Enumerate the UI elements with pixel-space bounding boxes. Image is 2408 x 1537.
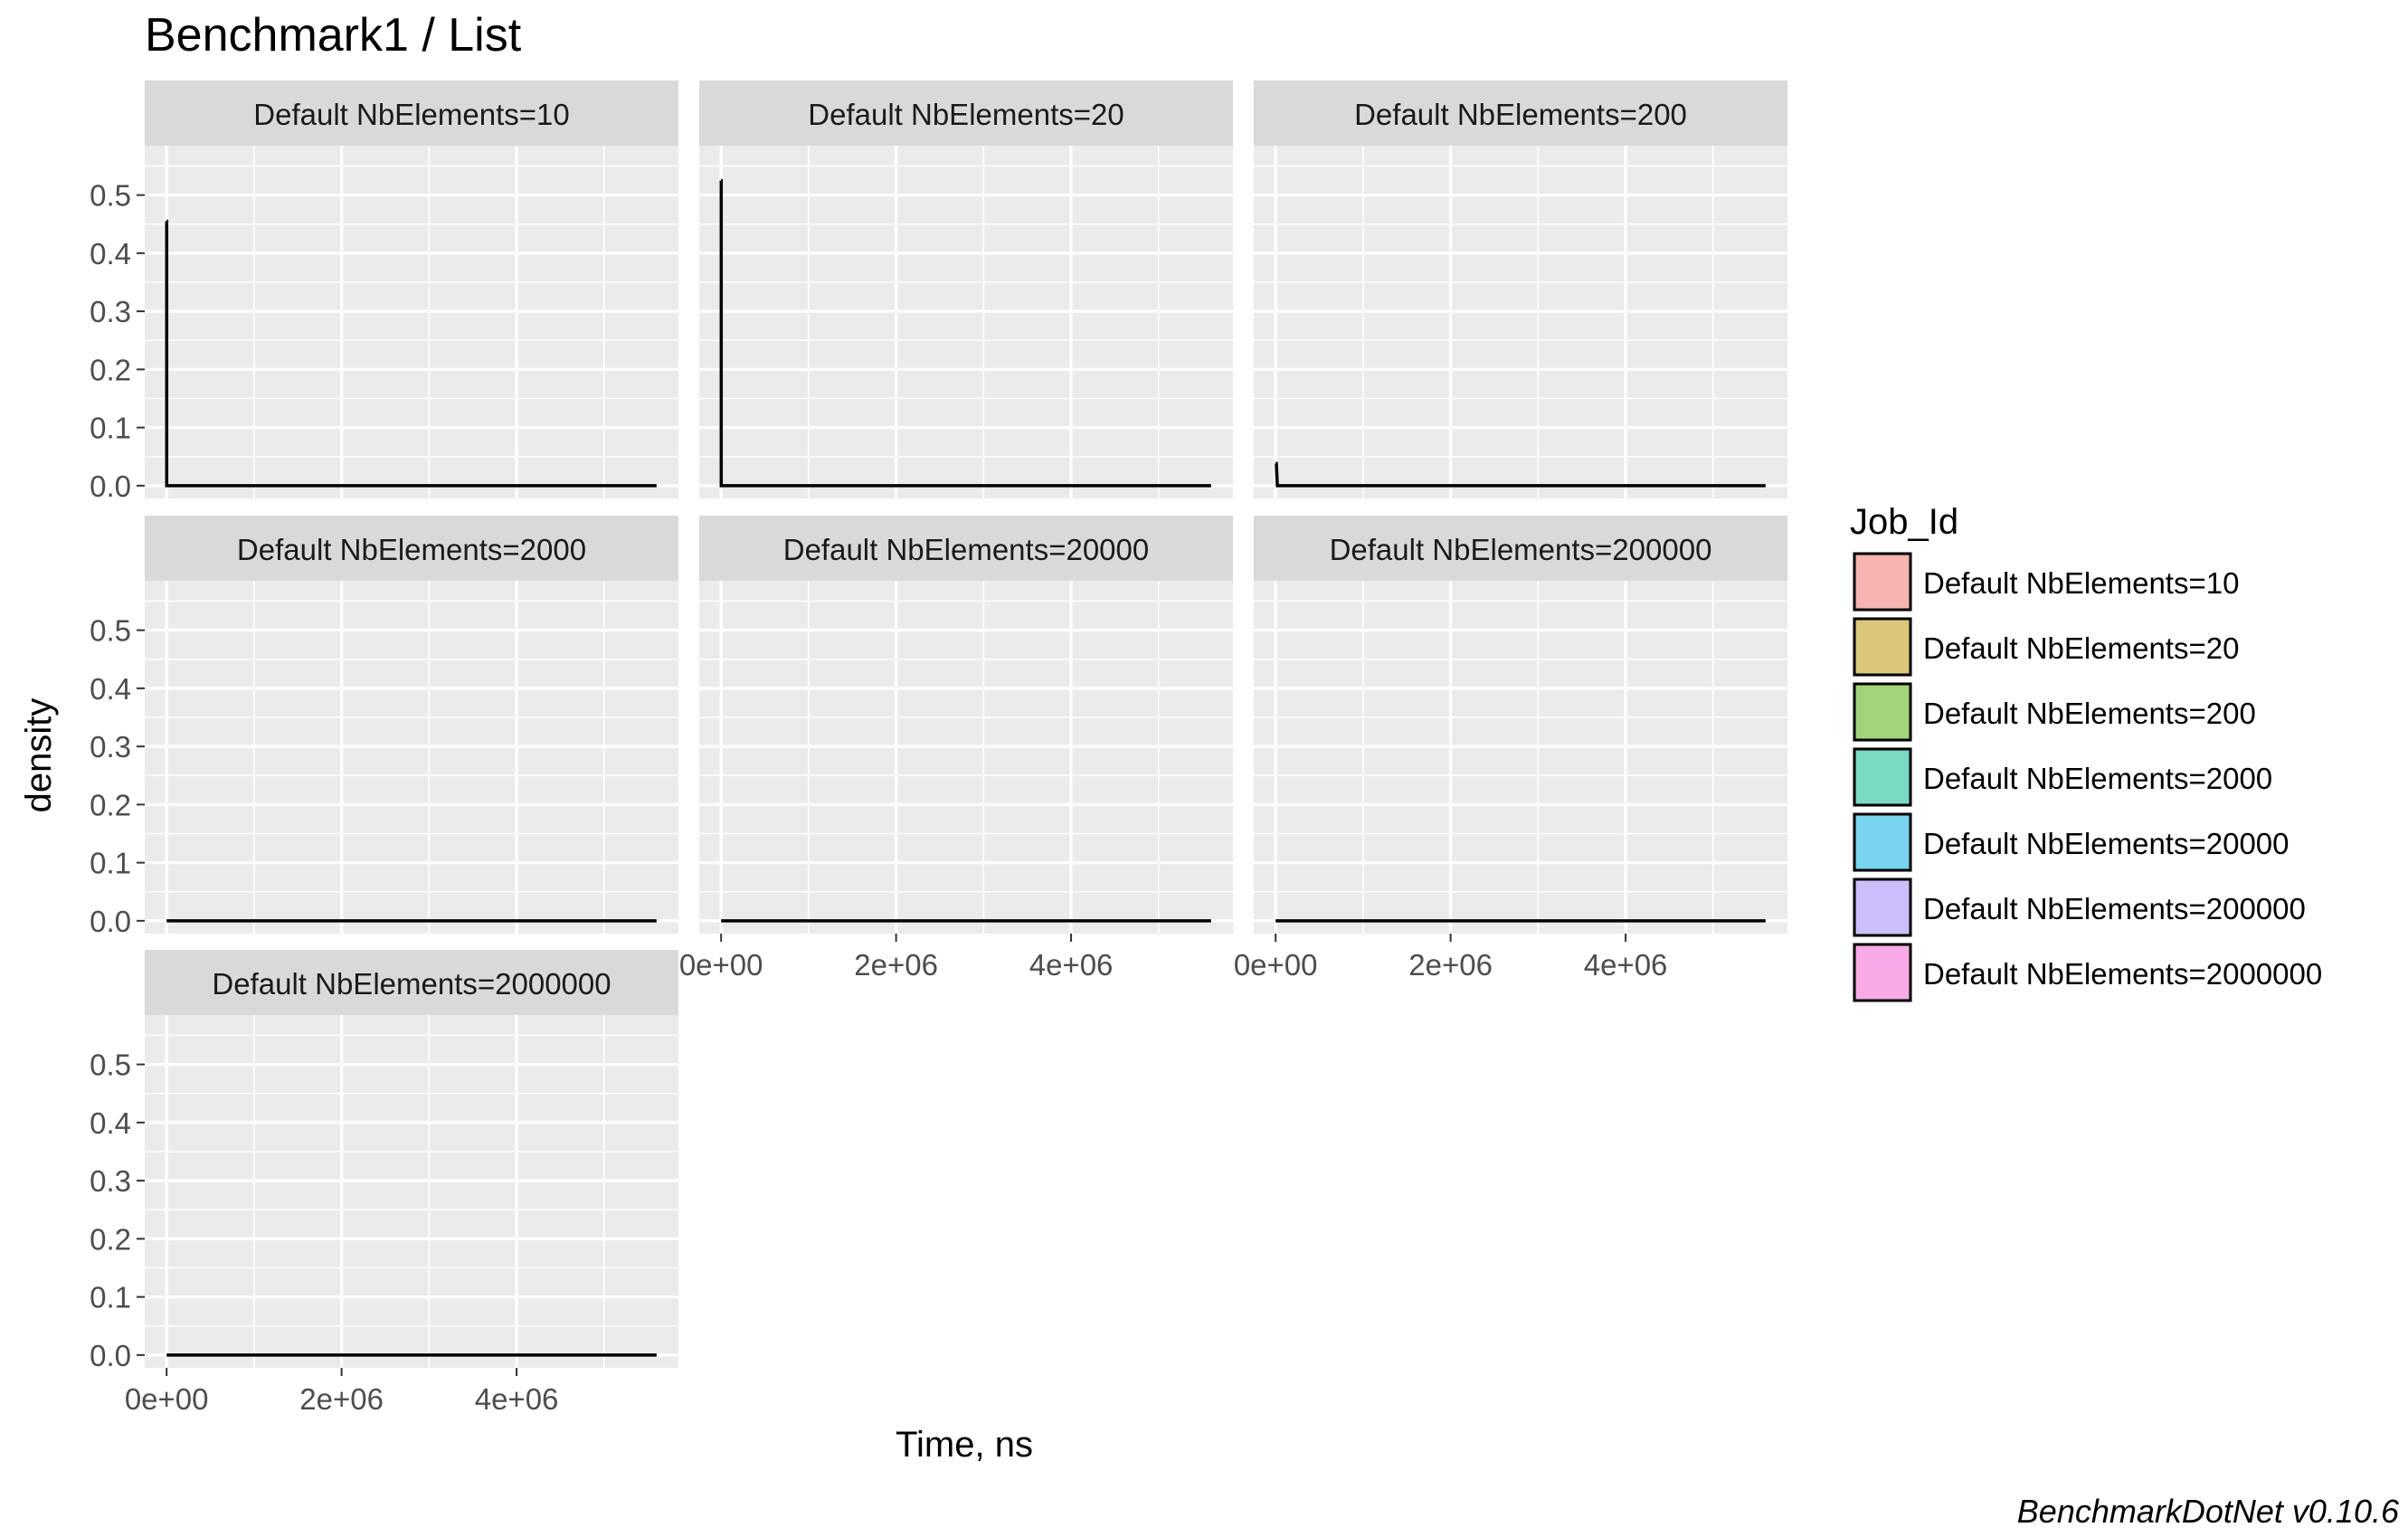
legend-swatch xyxy=(1853,617,1912,677)
facet-strip xyxy=(145,950,678,1015)
y-tick-label: 0.5 xyxy=(90,614,131,648)
facet-panel: Default NbElements=2000000 0.0 0.1 0.2 0.3 0.… xyxy=(90,950,678,1416)
y-tick-label: 0.2 xyxy=(90,788,131,821)
y-tick-label: 0.5 xyxy=(90,1048,131,1082)
x-tick-label: 4e+06 xyxy=(475,1382,559,1416)
legend-label: Default NbElements=2000000 xyxy=(1923,957,2322,991)
facet-strip xyxy=(1254,516,1787,581)
density-line xyxy=(165,219,657,488)
y-tick-label: 0.4 xyxy=(90,237,131,270)
x-tick-label: 0e+00 xyxy=(1234,948,1318,982)
facet-strip xyxy=(145,516,678,581)
facet-panel: Default NbElements=20 xyxy=(699,81,1233,498)
facet-panel: Default NbElements=20000 0e+00 2e+06 4e+06 xyxy=(679,516,1233,982)
legend-swatch xyxy=(1853,552,1912,612)
y-tick-label: 0.4 xyxy=(90,1106,131,1140)
legend-label: Default NbElements=20 xyxy=(1923,631,2239,665)
y-tick-label: 0.3 xyxy=(90,295,131,328)
facet-strip-label: Default NbElements=20000 xyxy=(783,533,1150,566)
facet-strip xyxy=(699,81,1233,146)
legend-label: Default NbElements=200 xyxy=(1923,697,2256,730)
facet-strip-label: Default NbElements=200 xyxy=(1354,98,1687,131)
facet-panel: Default NbElements=200 xyxy=(1254,81,1787,498)
x-tick-label: 2e+06 xyxy=(299,1382,384,1416)
legend-label: Default NbElements=200000 xyxy=(1923,892,2306,925)
facet-panel: Default NbElements=10 0.0 0.1 0.2 0.3 0.4 0.5 xyxy=(90,81,678,503)
y-tick-label: 0.3 xyxy=(90,1164,131,1198)
y-tick-label: 0.5 xyxy=(90,179,131,213)
facet-strip xyxy=(145,81,678,146)
x-tick-label: 0e+00 xyxy=(679,948,763,982)
facet-strip-label: Default NbElements=10 xyxy=(253,98,569,131)
y-tick-label: 0.4 xyxy=(90,672,131,706)
x-tick-label: 2e+06 xyxy=(854,948,938,982)
facet-strip-label: Default NbElements=2000 xyxy=(237,533,586,566)
legend-items: Default NbElements=10 Default NbElements=… xyxy=(1853,552,2322,1002)
density-line xyxy=(719,178,1211,488)
chart-title: Benchmark1 / List xyxy=(145,9,522,62)
panel-background xyxy=(145,581,678,934)
legend-swatch xyxy=(1853,812,1912,872)
y-tick-label: 0.0 xyxy=(90,470,131,503)
y-tick-label: 0.2 xyxy=(90,353,131,386)
x-tick-label: 0e+00 xyxy=(125,1382,209,1416)
facet-strip-label: Default NbElements=20 xyxy=(808,98,1123,131)
facet-panel: Default NbElements=2000 0.0 0.1 0.2 0.3 0.4 0.… xyxy=(90,516,678,938)
y-tick-label: 0.1 xyxy=(90,1281,131,1314)
facet-panels: Default NbElements=100.00.10.20.30.40.5D… xyxy=(90,81,1787,1416)
caption: BenchmarkDotNet v0.10.6 xyxy=(2017,1493,2400,1530)
panel-background xyxy=(1254,581,1787,934)
legend-swatch xyxy=(1853,943,1912,1002)
facet-strip xyxy=(699,516,1233,581)
y-tick-label: 0.1 xyxy=(90,412,131,445)
panel-background xyxy=(699,146,1233,498)
y-tick-label: 0.0 xyxy=(90,1339,131,1372)
facet-strip-label: Default NbElements=2000000 xyxy=(212,967,611,1001)
panel-background xyxy=(699,581,1233,934)
y-tick-label: 0.0 xyxy=(90,905,131,938)
y-axis-title: density xyxy=(19,698,59,813)
x-axis-title: Time, ns xyxy=(896,1425,1033,1465)
panel-background xyxy=(1254,146,1787,498)
y-tick-label: 0.1 xyxy=(90,847,131,880)
legend-label: Default NbElements=2000 xyxy=(1923,762,2272,795)
legend-swatch xyxy=(1853,747,1912,807)
facet-panel: Default NbElements=200000 0e+00 2e+06 4e+06 xyxy=(1234,516,1787,982)
legend-label: Default NbElements=20000 xyxy=(1923,827,2289,860)
panel-background xyxy=(145,1015,678,1368)
density-line xyxy=(1275,461,1766,488)
legend-label: Default NbElements=10 xyxy=(1923,566,2239,600)
panel-background xyxy=(145,146,678,498)
facet-strip-label: Default NbElements=200000 xyxy=(1330,533,1712,566)
y-tick-label: 0.3 xyxy=(90,730,131,764)
y-tick-label: 0.2 xyxy=(90,1222,131,1256)
legend-swatch xyxy=(1853,878,1912,937)
legend-title: Job_Id xyxy=(1850,502,1958,542)
legend-swatch xyxy=(1853,682,1912,742)
facet-strip xyxy=(1254,81,1787,146)
x-tick-label: 2e+06 xyxy=(1408,948,1493,982)
x-tick-label: 4e+06 xyxy=(1029,948,1114,982)
x-tick-label: 4e+06 xyxy=(1584,948,1668,982)
